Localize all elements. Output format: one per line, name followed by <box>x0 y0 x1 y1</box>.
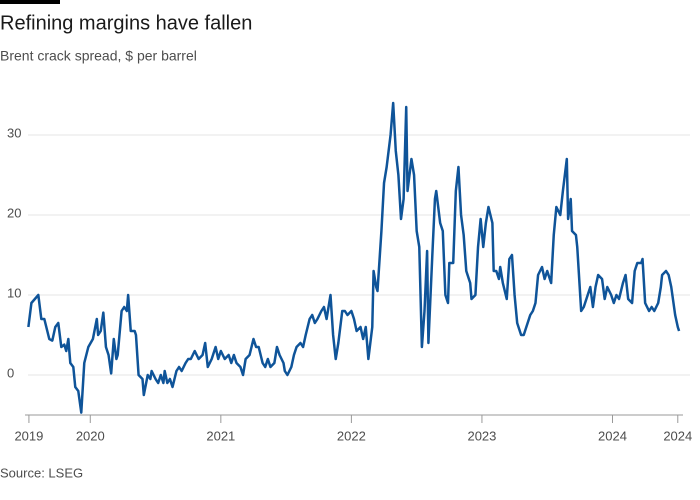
data-line <box>27 101 681 414</box>
x-tick-label: 2022 <box>337 428 366 443</box>
source: Source: LSEG <box>0 465 83 480</box>
x-tick-label: 2021 <box>206 428 235 443</box>
brand-bar <box>0 0 60 4</box>
chart-title: Refining margins have fallen <box>0 12 252 34</box>
x-tick-label: 2024 <box>663 428 692 443</box>
x-tick-label: 2019 <box>14 428 43 443</box>
x-tick-label: 2020 <box>76 428 105 443</box>
x-tick-label: 2023 <box>467 428 496 443</box>
y-tick-label: 30 <box>7 125 21 140</box>
x-tick-label: 2024 <box>598 428 627 443</box>
y-tick-label: 0 <box>7 365 14 380</box>
chart-subtitle: Brent crack spread, $ per barrel <box>0 48 197 64</box>
y-tick-label: 10 <box>7 285 21 300</box>
y-tick-label: 20 <box>7 205 21 220</box>
